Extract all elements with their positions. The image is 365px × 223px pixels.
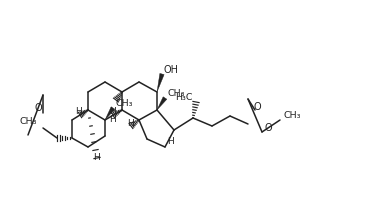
Text: O: O [34, 103, 42, 113]
Text: O: O [253, 102, 261, 112]
Text: CH₃: CH₃ [19, 118, 37, 126]
Text: H: H [109, 107, 115, 116]
Text: H: H [74, 107, 81, 116]
Polygon shape [105, 107, 115, 120]
Text: H: H [93, 153, 99, 163]
Polygon shape [157, 97, 167, 110]
Text: H₃C: H₃C [176, 93, 193, 103]
Polygon shape [157, 73, 164, 92]
Text: CH₃: CH₃ [116, 99, 134, 109]
Text: H: H [167, 138, 173, 147]
Text: H: H [127, 118, 133, 128]
Text: CH₃: CH₃ [283, 112, 300, 120]
Text: OH: OH [164, 65, 179, 75]
Text: CH₃: CH₃ [167, 89, 184, 99]
Text: O: O [264, 123, 272, 133]
Text: H: H [109, 114, 115, 124]
